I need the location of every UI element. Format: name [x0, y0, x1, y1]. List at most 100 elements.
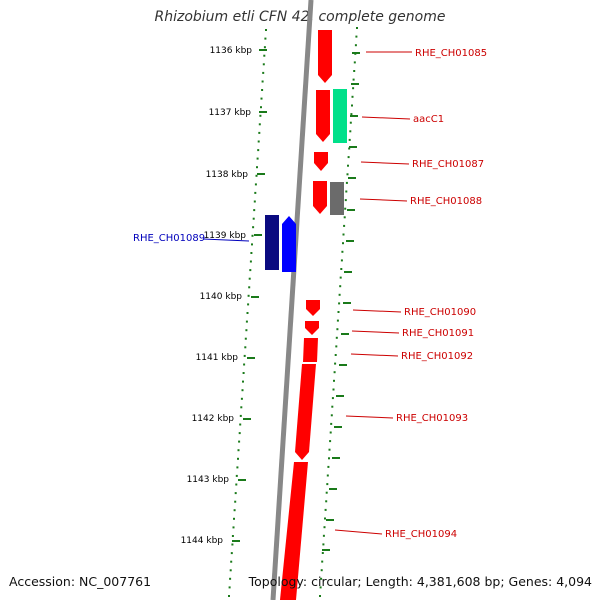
kbp-ruler: 1136 kbp 1137 kbp 1138 kbp 1139 kbp 1140… [181, 46, 267, 546]
scale-dot [339, 276, 342, 279]
scale-dot [321, 560, 324, 563]
gene-arrow-RHE_CH01092 [303, 338, 318, 362]
kbp-label: 1144 kbp [181, 536, 224, 546]
kbp-tick-1138: 1138 kbp [206, 170, 265, 180]
scale-dot [245, 320, 248, 323]
scale-dot [241, 389, 244, 392]
scale-dot [239, 423, 242, 426]
gene-label-RHE_CH01089[interactable]: RHE_CH01089 [133, 233, 205, 244]
scale-dot [340, 259, 343, 262]
gene-arrow-RHE_CH01088 [313, 181, 327, 214]
scale-dot [323, 526, 326, 529]
scale-dot [330, 422, 333, 425]
scale-dot [237, 449, 240, 452]
scale-dot [322, 543, 325, 546]
scale-dot [250, 252, 253, 254]
scale-dot [257, 149, 260, 152]
gene-label-RHE_CH01091[interactable]: RHE_CH01091 [402, 328, 474, 339]
scale-dot [334, 354, 337, 356]
scale-dot [328, 457, 330, 460]
gene-label-aacC1[interactable]: aacC1 [413, 114, 444, 125]
kbp-tick-1141: 1141 kbp [196, 353, 255, 363]
scale-dot [235, 474, 238, 477]
gene-label-RHE_CH01090[interactable]: RHE_CH01090 [404, 307, 476, 318]
scale-dot [254, 191, 257, 194]
scale-dot [238, 440, 241, 443]
scale-dot [331, 405, 334, 408]
scale-dot [354, 44, 357, 47]
scale-dot [329, 431, 332, 434]
scale-dot [330, 414, 333, 417]
kbp-label: 1142 kbp [192, 414, 235, 424]
scale-dot [341, 250, 344, 253]
kbp-tick-1137: 1137 kbp [209, 108, 267, 118]
scale-dot [335, 336, 338, 339]
gene-label-RHE_CH01094[interactable]: RHE_CH01094 [385, 529, 457, 540]
gene-arrow-RHE_CH01089 [282, 216, 296, 272]
scale-dot [329, 440, 332, 443]
scale-dot [239, 414, 242, 417]
kbp-tick-1144: 1144 kbp [181, 536, 240, 546]
scale-dot [240, 397, 243, 400]
kbp-tick-1143: 1143 kbp [187, 475, 246, 485]
gene-arrow-RHE_CH01085 [318, 30, 332, 83]
scale-dot [331, 397, 334, 400]
scale-dot [347, 164, 349, 167]
scale-dot [237, 457, 239, 460]
kbp-label: 1140 kbp [200, 292, 243, 302]
gene-label-RHE_CH01085[interactable]: RHE_CH01085 [415, 48, 487, 59]
scale-dot [328, 448, 331, 451]
scale-dot [343, 224, 346, 227]
scale-dot [349, 130, 352, 133]
scale-dot [325, 491, 328, 494]
gene-box-RHE_CH01088-marker [330, 182, 344, 215]
scale-dot [342, 242, 344, 245]
scale-dot [337, 311, 340, 313]
scale-dot [340, 268, 343, 270]
scale-dot [345, 190, 348, 193]
scale-dot [254, 183, 257, 186]
scale-dot [256, 166, 258, 169]
kbp-label: 1137 kbp [209, 108, 252, 118]
scale-dot [345, 181, 348, 184]
gene-label-RHE_CH01092[interactable]: RHE_CH01092 [401, 351, 473, 362]
scale-dot [320, 569, 323, 572]
topology-text: Topology: circular; Length: 4,381,608 bp… [248, 574, 592, 589]
kbp-tick-1139: 1139 kbp [204, 231, 262, 241]
scale-dot [355, 35, 358, 38]
outer-track-dashes [322, 52, 360, 551]
scale-dot [336, 319, 339, 322]
scale-dot [230, 560, 233, 563]
scale-dot [248, 286, 251, 289]
scale-dot [351, 104, 353, 107]
gene-label-RHE_CH01088[interactable]: RHE_CH01088 [410, 196, 482, 207]
scale-dot [324, 508, 327, 511]
scale-dot [324, 517, 326, 520]
scale-dot [338, 302, 341, 305]
scale-dot [252, 217, 255, 220]
scale-dot [352, 87, 355, 90]
scale-dot [233, 517, 235, 520]
scale-dot [231, 535, 234, 537]
scale-dot [261, 80, 264, 83]
scale-dot [251, 234, 254, 237]
gene-arrow-RHE_CH01093 [295, 364, 316, 460]
scale-dot [253, 209, 256, 212]
gene-label-RHE_CH01087[interactable]: RHE_CH01087 [412, 159, 484, 170]
scale-dot [244, 337, 247, 340]
kbp-tick-1142: 1142 kbp [192, 414, 251, 424]
scale-dot [342, 233, 345, 236]
gene-labels: RHE_CH01085 aacC1 RHE_CH01087 RHE_CH0108… [133, 48, 487, 540]
gene-arrow-RHE_CH01094 [280, 462, 308, 600]
gene-label-RHE_CH01093[interactable]: RHE_CH01093 [396, 413, 468, 424]
gene-arrow-RHE_CH01087 [314, 152, 328, 171]
scale-dot [348, 138, 351, 141]
scale-dot [332, 388, 335, 391]
leader-lines [202, 51, 412, 535]
scale-dot [242, 380, 244, 383]
scale-dot [229, 569, 232, 572]
kbp-label: 1136 kbp [210, 46, 253, 56]
scale-dot [344, 199, 347, 202]
scale-dot [243, 354, 246, 357]
gene-arrow-RHE_CH01089-a [265, 215, 279, 270]
